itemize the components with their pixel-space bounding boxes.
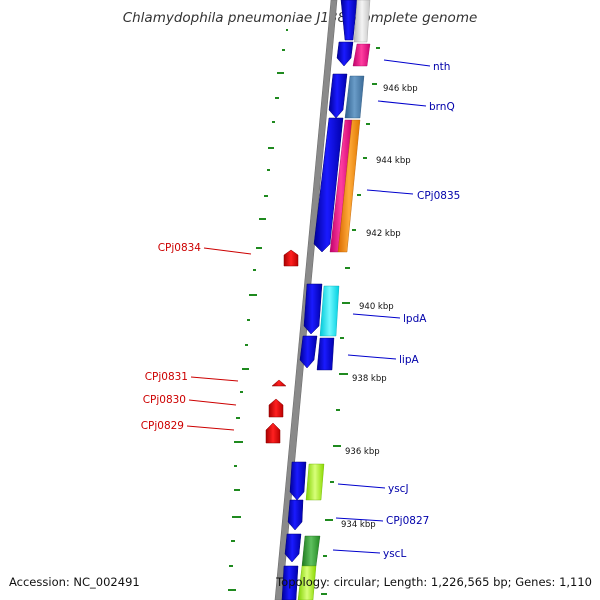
forward-gene-arrow[interactable] xyxy=(340,0,358,41)
cog-segment[interactable] xyxy=(353,0,371,43)
reverse-gene-arrow[interactable] xyxy=(265,422,281,444)
gene-label-cpj0827[interactable]: CPj0827 xyxy=(386,515,429,527)
cog-segment[interactable] xyxy=(305,463,325,501)
cog-segment[interactable] xyxy=(352,43,371,67)
cog-segment[interactable] xyxy=(297,565,317,600)
forward-gene-arrow[interactable] xyxy=(284,533,302,563)
cog-segment[interactable] xyxy=(301,535,321,567)
gene-label-cpj0835[interactable]: CPj0835 xyxy=(417,190,460,202)
gene-label-lipa[interactable]: lipA xyxy=(399,354,419,366)
gene-label-yscj[interactable]: yscJ xyxy=(388,483,409,495)
reverse-gene-arrow[interactable] xyxy=(268,398,284,418)
forward-gene-arrow[interactable] xyxy=(299,335,318,369)
gene-label-yscl[interactable]: yscL xyxy=(383,548,406,560)
gc-ticks-outer xyxy=(228,29,288,591)
gene-label-cpj0829[interactable]: CPj0829 xyxy=(141,420,184,432)
topology-label: Topology: circular; Length: 1,226,565 bp… xyxy=(276,575,592,589)
map-title: Chlamydophila pneumoniae J138, complete … xyxy=(122,10,478,26)
gene-label-brnq[interactable]: brnQ xyxy=(429,101,455,113)
forward-gene-labels: nth brnQ CPj0835 lpdA lipA yscJ CPj0827 … xyxy=(332,59,460,560)
kbp-tick-label: 946 kbp xyxy=(383,84,418,94)
cog-segment[interactable] xyxy=(316,337,335,371)
forward-gene-arrow[interactable] xyxy=(328,73,348,119)
forward-gene-arrow[interactable] xyxy=(336,41,354,67)
kbp-scale: 946 kbp 944 kbp 942 kbp 940 kbp 938 kbp … xyxy=(341,84,418,530)
gene-label-lpda[interactable]: lpdA xyxy=(403,313,427,325)
reverse-gene-labels: CPj0834 CPj0831 CPj0830 CPj0829 xyxy=(141,242,252,432)
forward-cds-track xyxy=(281,0,358,600)
kbp-tick-label: 934 kbp xyxy=(341,520,376,530)
reverse-cds-track xyxy=(265,249,299,444)
cog-segment[interactable] xyxy=(319,285,340,337)
forward-gene-arrow[interactable] xyxy=(281,565,299,600)
reverse-gene-arrow[interactable] xyxy=(283,249,299,267)
accession-label: Accession: NC_002491 xyxy=(9,575,140,589)
kbp-tick-label: 938 kbp xyxy=(352,374,387,384)
gene-label-cpj0830[interactable]: CPj0830 xyxy=(143,394,186,406)
cog-segment[interactable] xyxy=(344,75,365,119)
gene-label-nth[interactable]: nth xyxy=(433,61,450,73)
kbp-tick-label: 936 kbp xyxy=(345,447,380,457)
kbp-tick-label: 940 kbp xyxy=(359,302,394,312)
gc-content-ticks xyxy=(228,29,380,595)
kbp-tick-label: 944 kbp xyxy=(376,156,411,166)
gene-label-cpj0831[interactable]: CPj0831 xyxy=(145,371,188,383)
kbp-tick-label: 942 kbp xyxy=(366,229,401,239)
forward-gene-arrow[interactable] xyxy=(287,499,304,531)
reverse-gene-arrow[interactable] xyxy=(271,379,287,387)
cog-segment[interactable] xyxy=(337,119,361,253)
gene-label-cpj0834[interactable]: CPj0834 xyxy=(158,242,202,254)
cog-category-track xyxy=(297,0,371,600)
forward-gene-arrow[interactable] xyxy=(289,461,307,501)
gc-ticks-inner xyxy=(321,47,380,595)
forward-gene-arrow[interactable] xyxy=(313,117,344,253)
forward-gene-arrow[interactable] xyxy=(303,283,323,335)
